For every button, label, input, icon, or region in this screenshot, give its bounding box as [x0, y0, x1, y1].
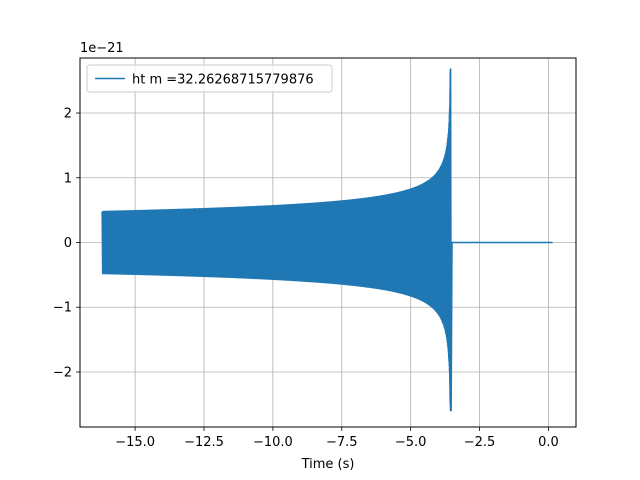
y-tick-label: 1	[64, 171, 72, 186]
y-tick-label: −1	[53, 301, 72, 316]
y-offset-label: 1e−21	[80, 41, 124, 56]
x-tick-label: −12.5	[184, 435, 224, 450]
x-tick-label: −2.5	[464, 435, 496, 450]
plot-area	[101, 68, 553, 412]
series-line	[101, 68, 553, 412]
y-tick-label: 0	[64, 236, 72, 251]
x-tick-label: −10.0	[253, 435, 293, 450]
legend-box	[86, 64, 333, 93]
y-tick-label: 2	[64, 107, 72, 122]
x-axis-title: Time (s)	[301, 457, 355, 472]
x-tick-label: −7.5	[326, 435, 358, 450]
x-tick-label: 0.0	[538, 435, 559, 450]
x-tick-label: −15.0	[115, 435, 155, 450]
y-tick-label: −2	[53, 365, 72, 380]
y-axis: −2 −1 0 1 2	[53, 107, 80, 380]
legend-label: ht m =32.26268715779876	[132, 73, 314, 88]
legend: ht m =32.26268715779876	[86, 64, 333, 93]
x-tick-label: −5.0	[395, 435, 427, 450]
x-axis: −15.0 −12.5 −10.0 −7.5 −5.0 −2.5 0.0	[115, 427, 559, 450]
